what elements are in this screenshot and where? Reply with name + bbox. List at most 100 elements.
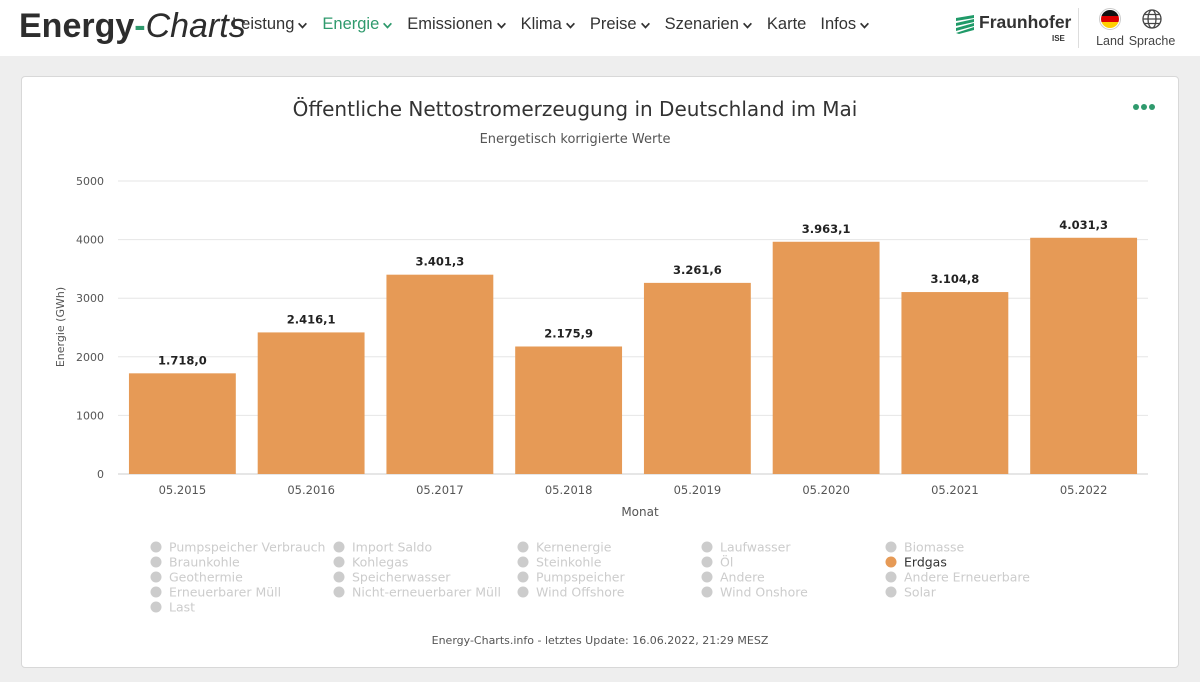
legend-marker — [701, 556, 713, 568]
legend-item[interactable]: Steinkohle — [517, 555, 602, 570]
legend-item[interactable]: Import Saldo — [333, 540, 433, 555]
nav-item-preise[interactable]: Preise — [590, 15, 651, 34]
sprache-label: Sprache — [1128, 34, 1176, 48]
legend-marker — [333, 541, 345, 553]
legend-item[interactable]: Nicht-erneuerbarer Müll — [333, 585, 501, 600]
legend-item[interactable]: Pumpspeicher Verbrauch — [150, 540, 326, 555]
chevron-down-icon — [565, 22, 575, 29]
legend-label: Laufwasser — [720, 540, 791, 555]
legend-label: Nicht-erneuerbarer Müll — [352, 585, 501, 600]
header-divider — [1078, 8, 1079, 48]
legend-item[interactable]: Solar — [885, 585, 937, 600]
globe-icon — [1142, 9, 1162, 29]
nav-label: Szenarien — [664, 15, 739, 33]
legend-label: Pumpspeicher Verbrauch — [169, 540, 325, 555]
legend-label: Andere Erneuerbare — [904, 570, 1030, 585]
nav-label: Leistung — [232, 15, 295, 33]
legend-label: Import Saldo — [352, 540, 432, 555]
legend-marker — [701, 571, 713, 583]
chevron-down-icon — [298, 22, 308, 29]
nav-label: Infos — [820, 15, 857, 33]
legend-item[interactable]: Andere — [701, 570, 765, 585]
legend-marker — [150, 556, 162, 568]
legend-label: Kohlegas — [352, 555, 408, 570]
energy-charts-logo[interactable]: Energy-Charts — [19, 7, 246, 45]
partner-sub: ISE — [1052, 34, 1065, 43]
legend-item[interactable]: Erneuerbarer Müll — [150, 585, 282, 600]
menu-dot — [1141, 104, 1147, 110]
legend-marker — [150, 541, 162, 553]
legend-item[interactable]: Biomasse — [885, 540, 965, 555]
legend-marker — [701, 586, 713, 598]
nav-item-emissionen[interactable]: Emissionen — [407, 15, 506, 34]
legend-item[interactable]: Erdgas — [885, 555, 947, 570]
language-selector[interactable]: Sprache — [1128, 8, 1176, 48]
main-menu: Leistung Energie Emissionen Klima Preise Szen… — [232, 15, 884, 34]
chevron-down-icon — [496, 22, 506, 29]
nav-label: Energie — [322, 15, 380, 33]
nav-label: Preise — [589, 15, 637, 33]
nav-item-szenarien[interactable]: Szenarien — [665, 15, 753, 34]
legend-item[interactable]: Speicherwasser — [333, 570, 452, 585]
legend-marker — [333, 556, 345, 568]
legend-marker — [517, 556, 529, 568]
legend-label: Andere — [720, 570, 765, 585]
german-flag-icon — [1099, 8, 1121, 30]
chart-menu-button[interactable] — [1133, 104, 1157, 110]
legend-marker — [150, 571, 162, 583]
fraunhofer-mark-icon — [955, 14, 975, 34]
legend-marker — [517, 571, 529, 583]
nav-label: Emissionen — [407, 15, 493, 33]
legend-marker — [701, 541, 713, 553]
legend-marker — [885, 556, 897, 568]
legend-label: Pumpspeicher — [536, 570, 625, 585]
nav-item-infos[interactable]: Infos — [820, 15, 870, 34]
legend-item[interactable]: Pumpspeicher — [517, 570, 626, 585]
nav-item-energie[interactable]: Energie — [322, 15, 393, 34]
fraunhofer-logo[interactable]: Fraunhofer ISE — [955, 12, 1072, 46]
legend-item[interactable]: Kernenergie — [517, 540, 612, 555]
legend-item[interactable]: Braunkohle — [150, 555, 241, 570]
legend-marker — [333, 586, 345, 598]
legend-item[interactable]: Kohlegas — [333, 555, 409, 570]
nav-label: Karte — [766, 15, 807, 33]
legend-label: Steinkohle — [536, 555, 602, 570]
legend-label: Öl — [720, 554, 733, 570]
legend-marker — [517, 586, 529, 598]
legend-item[interactable]: Geothermie — [150, 570, 244, 585]
legend-label: Erdgas — [904, 555, 947, 570]
menu-dot — [1133, 104, 1139, 110]
legend-label: Wind Offshore — [536, 585, 625, 600]
legend-item[interactable]: Last — [150, 600, 196, 615]
legend-marker — [333, 571, 345, 583]
legend-label: Geothermie — [169, 570, 243, 585]
nav-item-karte[interactable]: Karte — [767, 15, 806, 34]
legend-label: Braunkohle — [169, 555, 240, 570]
legend-marker — [885, 541, 897, 553]
legend-item[interactable]: Wind Offshore — [517, 585, 625, 600]
chevron-down-icon — [742, 22, 752, 29]
legend-item[interactable]: Laufwasser — [701, 540, 792, 555]
partner-name: Fraunhofer — [979, 12, 1072, 32]
legend-label: Wind Onshore — [720, 585, 808, 600]
land-selector[interactable]: Land — [1086, 8, 1134, 48]
top-navigation-bar: Energy-Charts Leistung Energie Emissionen K… — [0, 0, 1200, 56]
chevron-down-icon — [383, 22, 393, 29]
legend-item[interactable]: Andere Erneuerbare — [885, 570, 1031, 585]
nav-item-leistung[interactable]: Leistung — [232, 15, 308, 34]
legend-marker — [150, 586, 162, 598]
legend-item[interactable]: Öl — [701, 554, 734, 570]
chevron-down-icon — [860, 22, 870, 29]
menu-dot — [1149, 104, 1155, 110]
legend-marker — [150, 601, 162, 613]
legend-marker — [885, 571, 897, 583]
legend-label: Solar — [904, 585, 937, 600]
nav-label: Klima — [520, 15, 562, 33]
legend-item[interactable]: Wind Onshore — [701, 585, 809, 600]
land-label: Land — [1096, 34, 1124, 48]
legend-marker — [517, 541, 529, 553]
nav-item-klima[interactable]: Klima — [521, 15, 576, 34]
legend-label: Last — [169, 600, 195, 615]
legend-marker — [885, 586, 897, 598]
legend-label: Erneuerbarer Müll — [169, 585, 281, 600]
